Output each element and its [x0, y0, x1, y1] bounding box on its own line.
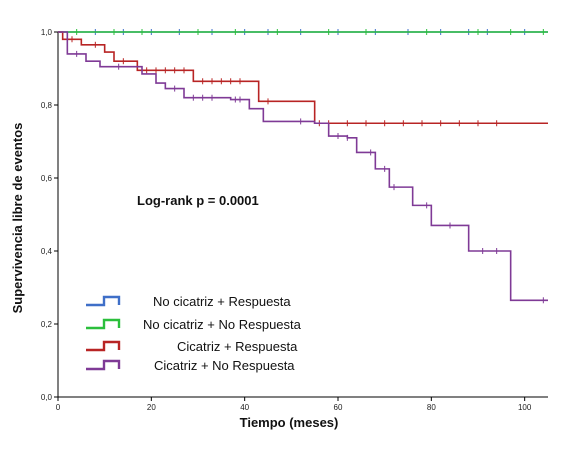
- y-axis-title: Supervivencia libre de eventos: [10, 123, 25, 314]
- x-tick-label: 0: [56, 403, 61, 412]
- y-tick-label: 0,4: [41, 247, 53, 256]
- y-tick-label: 0,0: [41, 393, 53, 402]
- x-axis-title: Tiempo (meses): [240, 415, 339, 430]
- x-tick-label: 60: [334, 403, 343, 412]
- x-tick-label: 80: [427, 403, 436, 412]
- tick-marks: 0 20 40 60 80 100 0,0 0,2 0,4 0,6 0,8 1,0: [41, 28, 532, 412]
- axes: [57, 32, 548, 398]
- y-tick-label: 0,6: [41, 174, 53, 183]
- legend-label-cicatriz-no-respuesta: Cicatriz + No Respuesta: [154, 358, 295, 373]
- x-tick-label: 40: [240, 403, 249, 412]
- series-line-cicatriz-respuesta: [58, 31, 548, 125]
- y-tick-label: 0,8: [41, 101, 53, 110]
- annotation-log-rank: Log-rank p = 0.0001: [137, 193, 259, 208]
- legend-label-no-cicatriz-respuesta: No cicatriz + Respuesta: [153, 294, 291, 309]
- y-tick-label: 1,0: [41, 28, 53, 37]
- survival-curves: [58, 29, 548, 304]
- legend-swatch-cicatriz-no-respuesta: [86, 359, 121, 371]
- legend-label-no-cicatriz-no-respuesta: No cicatriz + No Respuesta: [143, 317, 302, 332]
- x-tick-label: 100: [518, 403, 532, 412]
- y-tick-label: 0,2: [41, 320, 53, 329]
- legend-swatch-cicatriz-respuesta: [86, 340, 121, 352]
- legend-label-cicatriz-respuesta: Cicatriz + Respuesta: [177, 339, 298, 354]
- legend-swatch-no-cicatriz-respuesta: [86, 295, 121, 307]
- x-tick-label: 20: [147, 403, 156, 412]
- legend: No cicatriz + Respuesta No cicatriz + No …: [86, 294, 302, 373]
- series-line-cicatriz-no-respuesta: [58, 31, 548, 302]
- legend-swatch-no-cicatriz-no-respuesta: [86, 318, 121, 330]
